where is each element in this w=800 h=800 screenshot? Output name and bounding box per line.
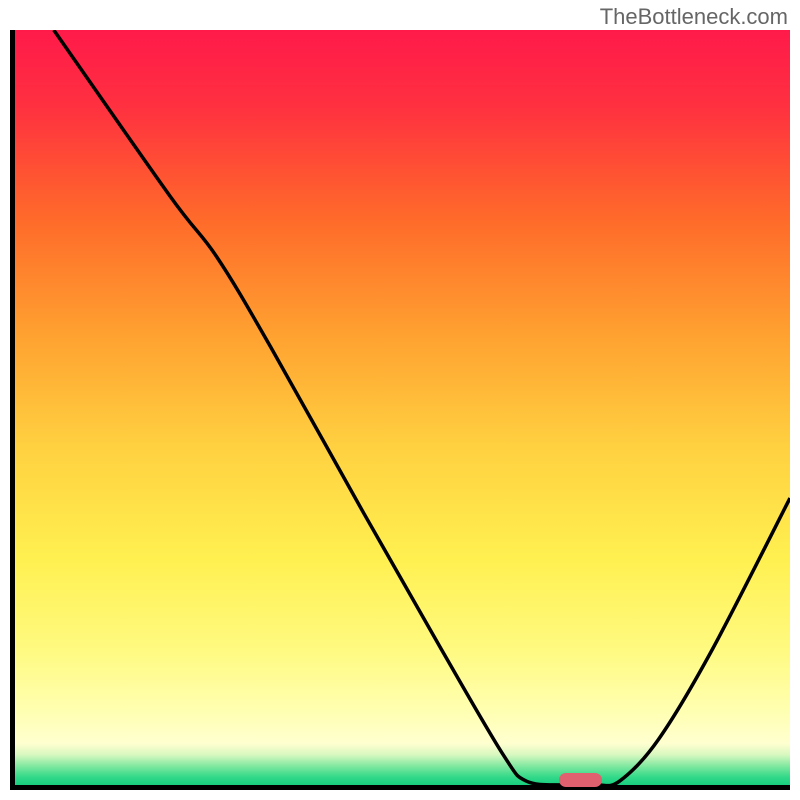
- bottleneck-chart: [10, 30, 790, 790]
- watermark-text: TheBottleneck.com: [600, 4, 788, 30]
- optimal-marker: [559, 773, 602, 787]
- bottleneck-curve: [15, 30, 790, 785]
